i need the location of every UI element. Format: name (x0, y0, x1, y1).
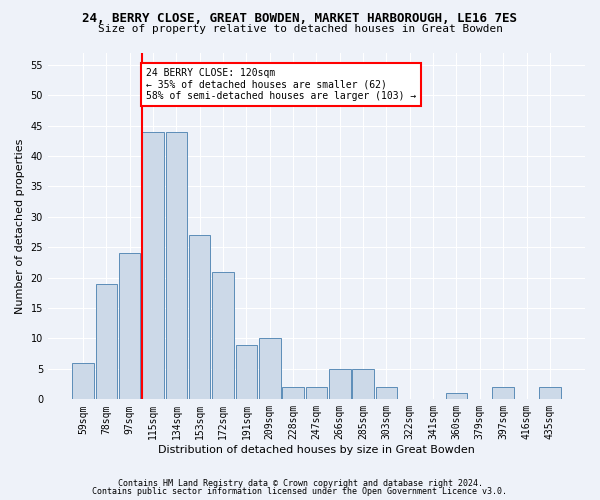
Text: Contains public sector information licensed under the Open Government Licence v3: Contains public sector information licen… (92, 487, 508, 496)
Bar (166, 132, 187, 400)
Bar (446, 393, 467, 400)
Bar (539, 387, 560, 400)
Bar (189, 235, 211, 400)
Bar (352, 369, 374, 400)
Bar (376, 387, 397, 400)
Bar (95, 284, 117, 400)
Y-axis label: Number of detached properties: Number of detached properties (15, 138, 25, 314)
Text: 24, BERRY CLOSE, GREAT BOWDEN, MARKET HARBOROUGH, LE16 7ES: 24, BERRY CLOSE, GREAT BOWDEN, MARKET HA… (83, 12, 517, 26)
Bar (212, 272, 234, 400)
Bar (236, 344, 257, 400)
Bar (493, 387, 514, 400)
Text: Contains HM Land Registry data © Crown copyright and database right 2024.: Contains HM Land Registry data © Crown c… (118, 478, 482, 488)
Bar (306, 387, 327, 400)
X-axis label: Distribution of detached houses by size in Great Bowden: Distribution of detached houses by size … (158, 445, 475, 455)
Bar (119, 254, 140, 400)
Bar (73, 363, 94, 400)
Bar (283, 387, 304, 400)
Text: Size of property relative to detached houses in Great Bowden: Size of property relative to detached ho… (97, 24, 503, 34)
Text: 24 BERRY CLOSE: 120sqm
← 35% of detached houses are smaller (62)
58% of semi-det: 24 BERRY CLOSE: 120sqm ← 35% of detached… (146, 68, 416, 101)
Bar (259, 338, 281, 400)
Bar (329, 369, 350, 400)
Bar (142, 132, 164, 400)
